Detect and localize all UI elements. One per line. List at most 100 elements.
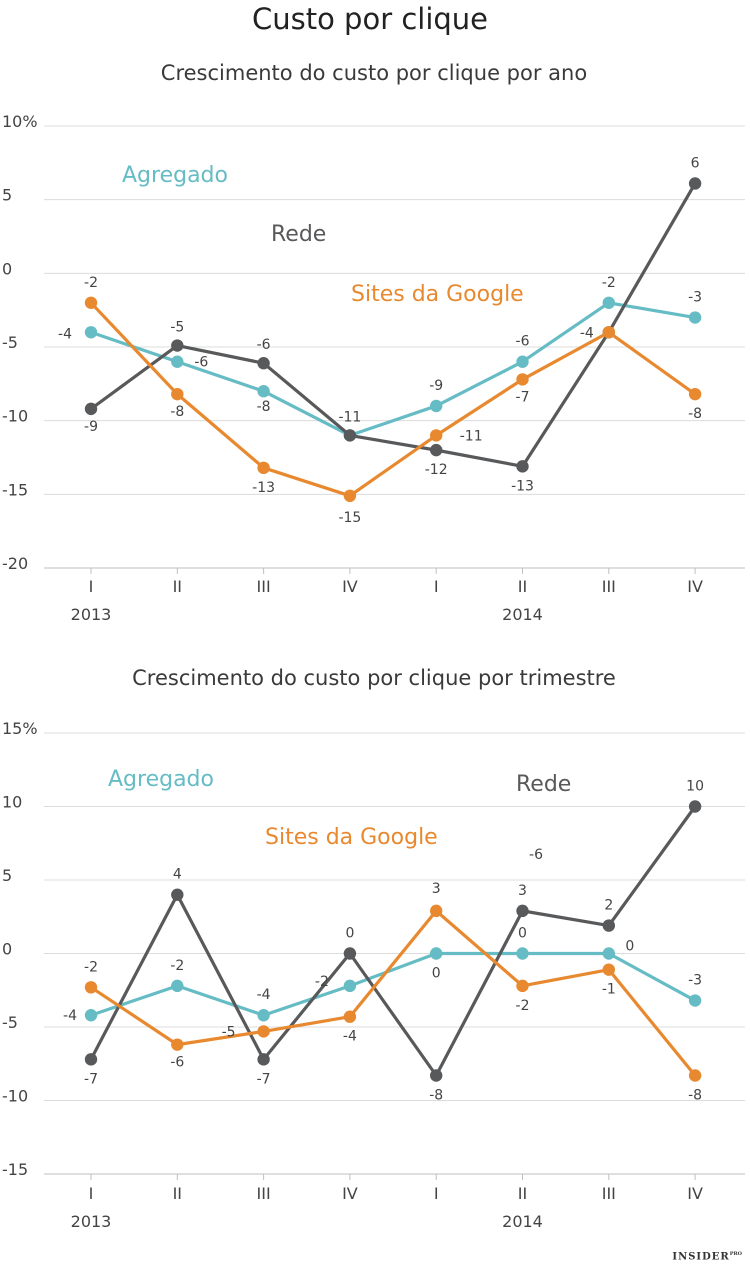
legend-label-rede: Rede	[271, 222, 326, 247]
data-point-google	[602, 326, 615, 339]
x-tick-label: I	[89, 1184, 94, 1203]
data-label-rede: -7	[257, 1071, 271, 1087]
data-label-agregado: -3	[688, 290, 702, 306]
data-label-google: -11	[460, 428, 483, 444]
data-point-rede	[516, 460, 529, 473]
data-label-agregado: -3	[688, 973, 702, 989]
data-label-rede: 3	[518, 883, 527, 899]
data-point-rede	[171, 339, 184, 352]
data-label-google: -2	[84, 959, 98, 975]
data-label-google: -2	[84, 275, 98, 291]
x-tick-label: IV	[342, 577, 358, 596]
data-point-rede	[343, 947, 357, 960]
data-label-agregado: -4	[58, 326, 72, 342]
data-label-extra: -6	[529, 847, 543, 863]
data-label-google: -8	[688, 406, 702, 422]
data-point-rede	[688, 177, 702, 190]
data-point-google	[343, 489, 357, 503]
data-point-rede	[430, 443, 443, 457]
data-label-google: -15	[338, 510, 361, 526]
data-point-google	[430, 904, 443, 918]
data-point-google	[171, 1038, 184, 1051]
data-point-agregado	[343, 979, 357, 993]
data-point-agregado	[602, 296, 615, 309]
data-point-google	[516, 979, 529, 993]
data-label-rede: -12	[425, 462, 448, 478]
x-tick-label: III	[602, 1184, 616, 1203]
annual-growth-chart: Crescimento do custo por clique por ano 1…	[2, 61, 745, 624]
data-point-rede	[171, 888, 184, 901]
x-tick-label: II	[518, 1184, 527, 1203]
legend-label-google: Sites da Google	[351, 282, 524, 307]
data-label-google: -4	[343, 1029, 357, 1045]
data-label-google: -5	[222, 1024, 236, 1040]
y-tick-label: -15	[2, 1160, 28, 1179]
data-label-rede: -9	[84, 419, 98, 435]
y-tick-label: 10%	[2, 112, 38, 131]
data-label-rede: -13	[511, 478, 534, 494]
data-label-google: -8	[688, 1088, 702, 1104]
data-label-rede: 6	[691, 155, 700, 171]
data-label-rede: 10	[686, 779, 704, 795]
data-label-agregado: 0	[432, 966, 441, 982]
data-point-google	[171, 387, 184, 401]
y-tick-label: -15	[2, 480, 28, 499]
year-label-2013: 2013	[71, 605, 112, 624]
main-title: Custo por clique	[251, 2, 489, 36]
x-tick-label: I	[434, 1184, 439, 1203]
y-tick-label: -5	[2, 333, 18, 352]
data-label-rede: -5	[170, 320, 184, 336]
data-point-agregado	[516, 355, 529, 368]
chart-subtitle: Crescimento do custo por clique por ano	[161, 61, 587, 85]
y-tick-label: 5	[2, 866, 12, 885]
year-label-2014: 2014	[502, 605, 543, 624]
data-point-agregado	[84, 1009, 98, 1022]
series-line-google	[90, 909, 697, 1077]
data-point-agregado	[84, 326, 98, 339]
data-label-agregado: -6	[516, 334, 530, 350]
data-point-rede	[430, 1069, 443, 1082]
data-label-rede: -8	[429, 1088, 443, 1104]
data-point-google	[430, 429, 443, 442]
data-point-rede	[257, 1053, 270, 1066]
legend-label-agregado: Agregado	[122, 163, 228, 188]
y-tick-label: -10	[2, 1087, 28, 1106]
data-point-rede	[343, 429, 357, 442]
y-tick-label: 0	[2, 259, 12, 278]
brand-name: INSIDER	[672, 1251, 730, 1262]
y-tick-label: -20	[2, 554, 28, 573]
data-point-google	[688, 387, 702, 401]
x-tick-label: II	[173, 577, 182, 596]
series-line-google	[89, 301, 697, 498]
data-label-rede: 0	[345, 926, 354, 942]
data-point-rede	[602, 919, 615, 932]
data-label-agregado: -11	[338, 409, 361, 425]
data-point-rede	[84, 402, 98, 416]
x-tick-label: I	[89, 577, 94, 596]
data-label-rede: 4	[173, 867, 182, 883]
data-label-google: -1	[602, 982, 616, 998]
series-line-agregado	[90, 301, 696, 437]
data-point-google	[257, 461, 270, 475]
data-label-agregado: -8	[257, 399, 271, 415]
data-point-rede	[688, 800, 702, 813]
data-point-google	[257, 1025, 270, 1038]
data-label-rede: -6	[257, 337, 271, 353]
data-label-agregado: -6	[194, 355, 208, 371]
data-label-agregado: -4	[257, 987, 271, 1003]
year-label-2013: 2013	[71, 1212, 112, 1231]
data-point-agregado	[171, 979, 184, 993]
data-label-google: -2	[516, 998, 530, 1014]
y-tick-label: 10	[2, 793, 22, 812]
x-tick-label: IV	[687, 1184, 703, 1203]
data-point-google	[343, 1010, 357, 1023]
y-tick-label: 15%	[2, 719, 38, 738]
brand-suffix: PRO	[729, 1250, 742, 1257]
data-point-agregado	[171, 355, 184, 368]
data-label-google: -7	[516, 389, 530, 405]
data-label-rede: 2	[604, 898, 613, 914]
x-tick-label: IV	[687, 577, 703, 596]
data-point-agregado	[430, 399, 443, 413]
data-point-agregado	[516, 947, 529, 960]
